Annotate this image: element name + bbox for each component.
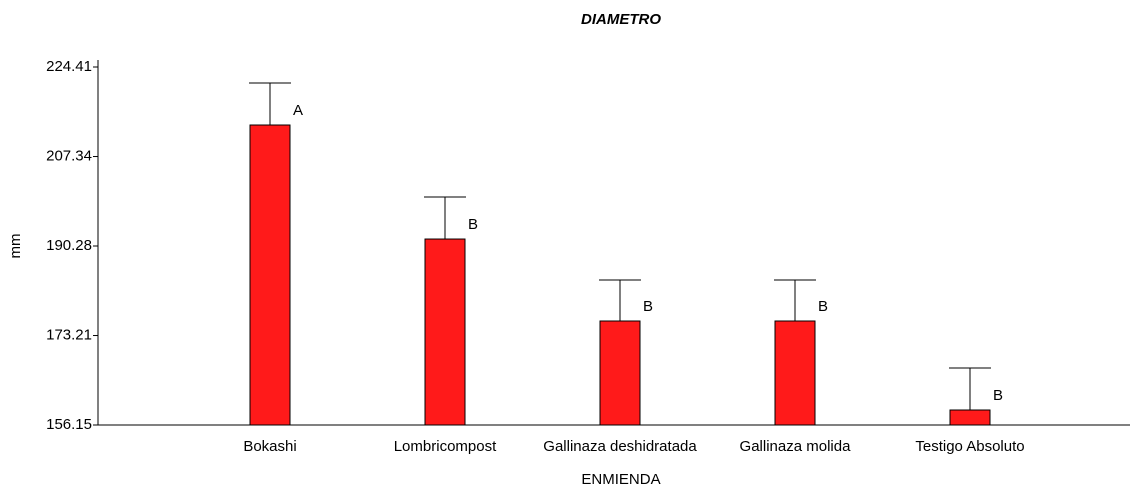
bar: [249, 124, 291, 426]
y-tick-label: 156.15: [46, 416, 92, 433]
y-tick-label: 224.41: [46, 58, 92, 75]
significance-letter: B: [468, 216, 478, 233]
bar: [424, 238, 466, 426]
x-tick-label: Gallinaza molida: [740, 438, 852, 455]
y-tick-label: 173.21: [46, 326, 92, 343]
significance-letter: B: [643, 298, 653, 315]
y-axis-label: mm: [7, 234, 24, 259]
significance-letter: A: [293, 102, 303, 119]
x-tick-label: Testigo Absoluto: [915, 438, 1024, 455]
x-tick-label: Lombricompost: [394, 438, 497, 455]
x-axis-label: ENMIENDA: [581, 471, 660, 488]
chart-title: DIAMETRO: [581, 11, 661, 28]
significance-letter: B: [818, 298, 828, 315]
y-tick-label: 190.28: [46, 237, 92, 254]
y-tick-label: 207.34: [46, 147, 92, 164]
bar: [949, 409, 991, 426]
significance-letter: B: [993, 387, 1003, 404]
bar: [774, 320, 816, 426]
x-tick-label: Gallinaza deshidratada: [543, 438, 697, 455]
bar: [599, 320, 641, 426]
x-tick-label: Bokashi: [243, 438, 296, 455]
